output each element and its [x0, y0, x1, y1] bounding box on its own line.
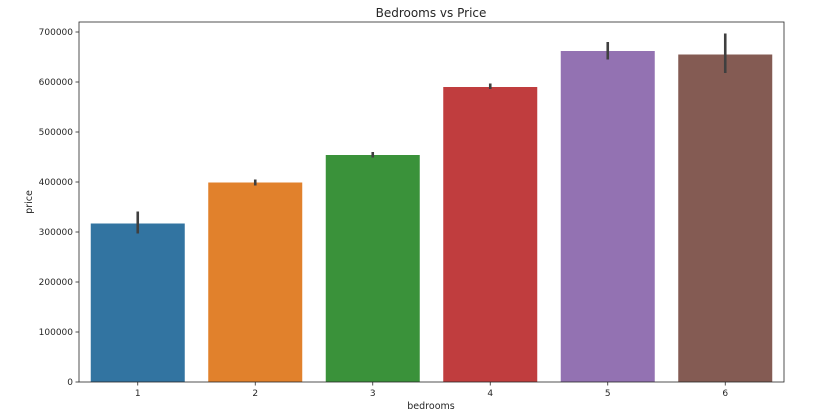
x-tick-label: 3 — [370, 389, 376, 399]
bar-5 — [560, 51, 655, 382]
x-axis-label: bedrooms — [407, 401, 454, 412]
y-tick-label: 100000 — [39, 328, 74, 338]
chart-title: Bedrooms vs Price — [376, 6, 487, 20]
bar-2 — [208, 182, 303, 382]
error-bars-layer — [136, 33, 727, 234]
y-tick-label: 700000 — [39, 28, 74, 38]
bar-1 — [90, 223, 185, 382]
bar-6 — [678, 54, 773, 382]
y-axis-label: price — [24, 190, 35, 214]
y-tick-label: 200000 — [39, 278, 74, 288]
y-tick-label: 400000 — [39, 178, 74, 188]
x-tick-label: 5 — [605, 389, 611, 399]
y-tick-label: 600000 — [39, 78, 74, 88]
bars-layer — [90, 51, 773, 382]
y-tick-label: 500000 — [39, 128, 74, 138]
x-axis: 1 2 3 4 5 6 — [135, 382, 728, 399]
y-tick-label: 0 — [67, 378, 73, 388]
x-tick-label: 1 — [135, 389, 141, 399]
y-tick-label: 300000 — [39, 228, 74, 238]
plot-frame — [78, 21, 785, 383]
bar-3 — [325, 155, 420, 382]
bar-4 — [443, 87, 538, 382]
x-tick-label: 6 — [722, 389, 728, 399]
x-tick-label: 2 — [252, 389, 258, 399]
y-axis: 0 100000 200000 300000 400000 500000 600000 700… — [39, 28, 79, 388]
x-tick-label: 4 — [487, 389, 493, 399]
